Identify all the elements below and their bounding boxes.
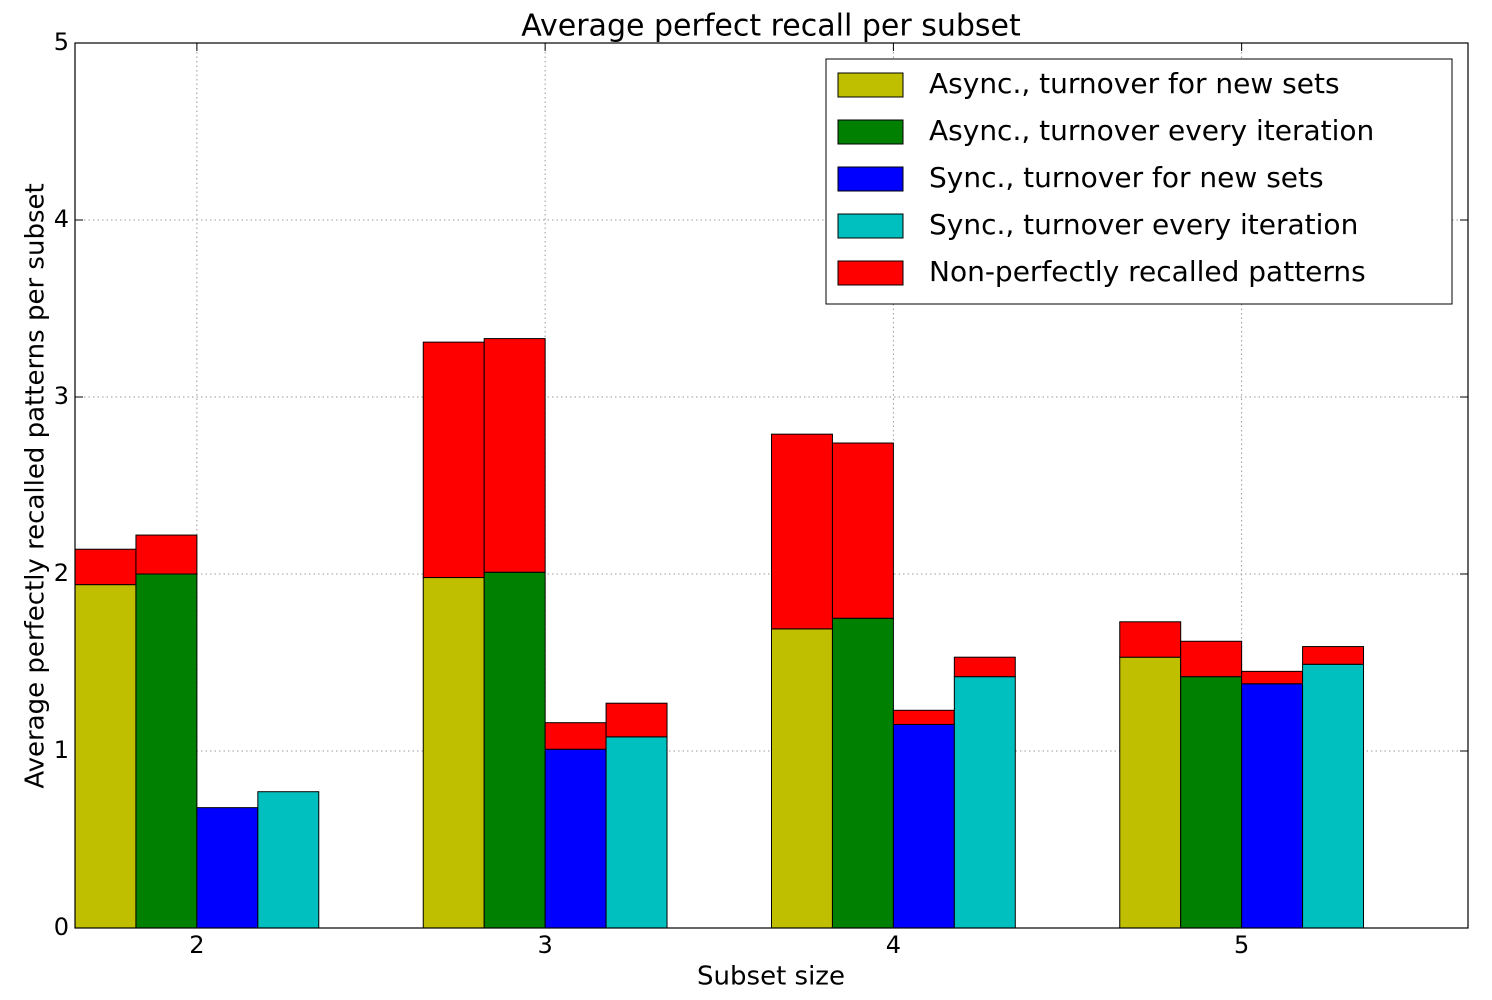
bar-segment xyxy=(544,722,607,750)
bar xyxy=(892,723,955,929)
bar xyxy=(771,628,833,929)
y-tick-label: 5 xyxy=(54,28,69,56)
bar xyxy=(422,577,485,929)
x-tick-label: 3 xyxy=(537,931,552,959)
bar-segment xyxy=(892,709,955,725)
legend-label: Sync., turnover for new sets xyxy=(929,161,1324,194)
bar-segment xyxy=(831,442,894,619)
legend-label: Non-perfectly recalled patterns xyxy=(929,255,1366,288)
legend: Async., turnover for new sets Async., tur… xyxy=(825,58,1453,305)
y-tick-label: 4 xyxy=(54,205,69,233)
y-axis-label: Average perfectly recalled patterns per … xyxy=(21,183,51,788)
plot-frame xyxy=(74,42,1469,929)
bar xyxy=(1180,676,1243,929)
bar xyxy=(135,573,198,929)
legend-label: Async., turnover every iteration xyxy=(929,114,1374,147)
x-axis-label: Subset size xyxy=(697,962,845,992)
bar-segment xyxy=(483,338,546,573)
legend-box xyxy=(825,58,1453,305)
chart-title: Average perfect recall per subset xyxy=(521,9,1021,44)
x-tick-label: 4 xyxy=(886,931,901,959)
y-tick-label: 2 xyxy=(54,559,69,587)
bar-segment xyxy=(74,548,137,586)
legend-swatch xyxy=(837,213,904,239)
bar-segment xyxy=(135,534,198,575)
bar-segment xyxy=(1241,670,1304,685)
bar-segment xyxy=(422,341,485,579)
bar xyxy=(953,676,1016,929)
bar xyxy=(74,584,137,929)
bar xyxy=(605,736,668,929)
legend-swatch xyxy=(837,72,904,98)
bar-segment xyxy=(1180,640,1243,678)
bars xyxy=(74,338,1365,929)
bar xyxy=(544,748,607,929)
bar-segment xyxy=(953,656,1016,678)
bar xyxy=(1119,656,1182,929)
y-tick-label: 3 xyxy=(54,382,69,410)
bar xyxy=(831,617,894,929)
bar-segment xyxy=(771,433,833,630)
bar-segment xyxy=(1119,621,1182,658)
x-tick-label: 5 xyxy=(1234,931,1249,959)
bar xyxy=(1302,663,1365,929)
bar-segment xyxy=(605,702,668,738)
legend-swatch xyxy=(837,119,904,145)
bar-segment xyxy=(1302,646,1365,665)
legend-label: Sync., turnover every iteration xyxy=(929,208,1358,241)
bar xyxy=(1241,683,1304,929)
legend-label: Async., turnover for new sets xyxy=(929,67,1340,100)
y-tick-label: 0 xyxy=(54,913,69,941)
bar xyxy=(483,571,546,929)
legend-swatch xyxy=(837,260,904,286)
y-tick-label: 1 xyxy=(54,736,69,764)
bar xyxy=(257,791,320,929)
x-tick-label: 2 xyxy=(189,931,204,959)
bar xyxy=(196,807,259,929)
legend-swatch xyxy=(837,166,904,192)
